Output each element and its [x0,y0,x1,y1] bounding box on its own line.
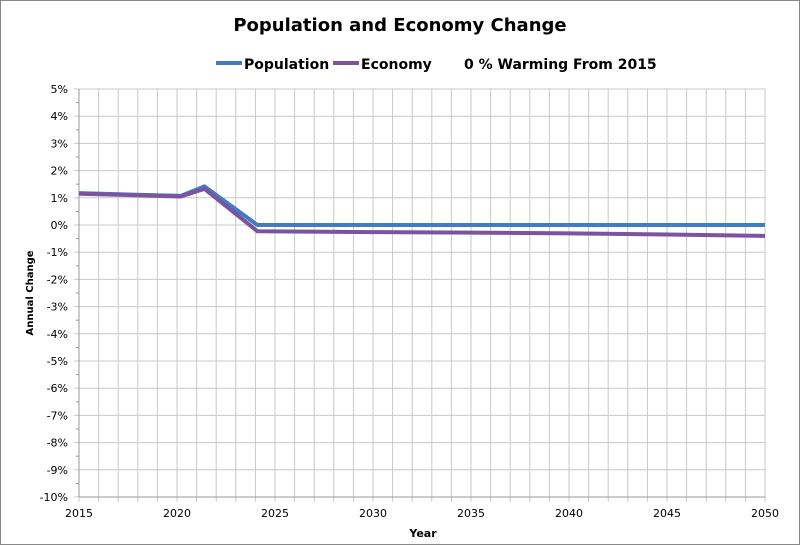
x-tick-label: 2050 [751,507,779,520]
y-tick-label: -2% [47,273,68,286]
x-tick-label: 2015 [65,507,93,520]
y-tick-label: -3% [47,301,68,314]
y-tick-label: 2% [51,165,68,178]
y-tick-label: 4% [51,110,68,123]
x-tick-label: 2030 [359,507,387,520]
y-tick-label: -6% [47,382,68,395]
x-tick-label: 2045 [653,507,681,520]
y-tick-label: -5% [47,355,68,368]
x-tick-label: 2040 [555,507,583,520]
y-tick-label: 3% [51,137,68,150]
legend-label-population: Population [244,57,329,73]
y-tick-label: 0% [51,219,68,232]
y-axis-label: Annual Change [25,250,36,335]
y-tick-label: -9% [47,464,68,477]
x-tick-label: 2025 [261,507,289,520]
y-tick-label: 5% [51,83,68,96]
y-axis: 5% 4% 3% 2% 1% 0% -1% -2% -3% -4% -5% -6% -7% -8% -9% -… [40,83,68,504]
y-tick-label: -8% [47,437,68,450]
x-axis: 2015 2020 2025 2030 2035 2040 2045 2050 [65,507,779,520]
x-tick-label: 2020 [163,507,191,520]
series-lines [78,184,766,238]
chart-title: Population and Economy Change [233,15,566,36]
grid [74,88,766,502]
legend: Population Economy 0 % Warming From 2015 [216,57,657,73]
y-tick-label: 1% [51,192,68,205]
legend-label-economy: Economy [361,57,432,73]
x-axis-label: Year [408,527,437,540]
y-tick-label: -7% [47,409,68,422]
y-tick-label: -1% [47,246,68,259]
x-tick-label: 2035 [457,507,485,520]
annotation: 0 % Warming From 2015 [464,57,657,73]
y-tick-label: -10% [40,491,68,504]
y-tick-label: -4% [47,328,68,341]
series-line-economy [78,186,766,238]
